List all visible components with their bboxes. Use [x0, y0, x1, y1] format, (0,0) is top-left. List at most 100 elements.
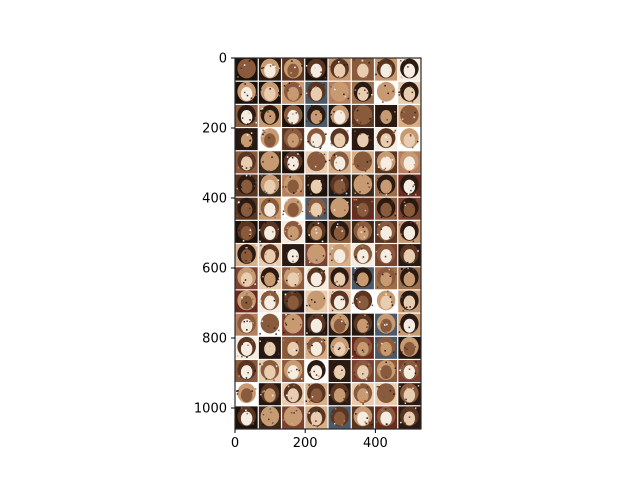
face-thumbnail: [282, 406, 305, 429]
face-thumbnail: [282, 383, 305, 406]
face-thumbnail: [351, 267, 374, 290]
face-thumbnail: [375, 290, 398, 313]
face-thumbnail: [305, 81, 328, 104]
face-thumbnail: [328, 174, 351, 197]
face-thumbnail: [282, 267, 305, 290]
face-thumbnail: [305, 58, 328, 81]
face-thumbnail: [305, 336, 328, 359]
face-thumbnail: [398, 267, 421, 290]
face-thumbnail: [282, 151, 305, 174]
face-thumbnail: [305, 267, 328, 290]
face-thumbnail: [328, 81, 351, 104]
face-thumbnail: [305, 220, 328, 243]
face-thumbnail: [258, 267, 281, 290]
face-thumbnail: [282, 290, 305, 313]
face-thumbnail: [305, 104, 328, 127]
face-thumbnail: [375, 360, 398, 383]
face-thumbnail: [328, 58, 351, 81]
face-thumbnail: [282, 313, 305, 336]
face-thumbnail: [328, 128, 351, 151]
face-thumbnail: [351, 290, 374, 313]
face-thumbnail: [235, 151, 258, 174]
face-thumbnail: [375, 383, 398, 406]
face-thumbnail: [375, 336, 398, 359]
face-thumbnail: [351, 313, 374, 336]
face-thumbnail: [258, 244, 281, 267]
face-thumbnail: [375, 220, 398, 243]
face-thumbnail: [375, 174, 398, 197]
face-thumbnail: [235, 360, 258, 383]
x-tick-label: 400: [363, 436, 388, 451]
face-thumbnail: [398, 81, 421, 104]
face-thumbnail: [375, 128, 398, 151]
face-thumbnail: [328, 220, 351, 243]
face-thumbnail: [398, 406, 421, 429]
y-axis: 0 200 400 600 800 1000: [194, 52, 235, 417]
face-thumbnail: [305, 151, 328, 174]
face-thumbnail: [351, 81, 374, 104]
face-thumbnail: [351, 220, 374, 243]
face-thumbnail: [398, 383, 421, 406]
face-thumbnail: [375, 151, 398, 174]
face-thumbnail: [235, 174, 258, 197]
face-thumbnail: [258, 58, 281, 81]
face-thumbnail: [282, 174, 305, 197]
face-thumbnail: [282, 104, 305, 127]
face-thumbnail: [351, 128, 374, 151]
face-thumbnail: [351, 151, 374, 174]
face-thumbnail: [258, 174, 281, 197]
face-thumbnail: [282, 336, 305, 359]
face-thumbnail: [235, 336, 258, 359]
y-tick-label: 400: [202, 192, 227, 207]
face-thumbnail: [258, 336, 281, 359]
face-thumbnail: [398, 104, 421, 127]
x-tick-label: 200: [293, 436, 318, 451]
face-thumbnail: [258, 290, 281, 313]
y-tick-label: 1000: [194, 402, 227, 417]
face-thumbnail: [258, 360, 281, 383]
face-thumbnail: [305, 128, 328, 151]
x-axis: 0 200 400: [231, 429, 388, 451]
face-thumbnail: [258, 81, 281, 104]
face-thumbnail: [375, 244, 398, 267]
face-thumbnail: [305, 360, 328, 383]
face-thumbnail: [328, 151, 351, 174]
y-tick-label: 0: [219, 52, 227, 67]
face-thumbnail: [398, 336, 421, 359]
face-thumbnail: [398, 58, 421, 81]
face-thumbnail: [235, 128, 258, 151]
face-thumbnail: [305, 197, 328, 220]
face-thumbnail: [351, 406, 374, 429]
face-thumbnail: [235, 197, 258, 220]
face-thumbnail: [398, 174, 421, 197]
face-thumbnail: [282, 197, 305, 220]
face-thumbnail: [235, 313, 258, 336]
x-tick-label: 0: [231, 436, 239, 451]
face-thumbnail: [258, 220, 281, 243]
face-thumbnail: [398, 313, 421, 336]
face-thumbnail: [351, 58, 374, 81]
face-thumbnail: [258, 406, 281, 429]
face-thumbnail: [235, 383, 258, 406]
face-thumbnail: [328, 313, 351, 336]
face-thumbnail: [328, 406, 351, 429]
face-thumbnail: [398, 244, 421, 267]
face-thumbnail: [258, 313, 281, 336]
face-thumbnail: [328, 290, 351, 313]
face-thumbnail: [235, 406, 258, 429]
face-image-grid: [235, 58, 421, 429]
face-thumbnail: [305, 406, 328, 429]
face-thumbnail: [398, 360, 421, 383]
face-thumbnail: [258, 197, 281, 220]
face-thumbnail: [328, 336, 351, 359]
face-thumbnail: [235, 244, 258, 267]
face-thumbnail: [282, 128, 305, 151]
face-thumbnail: [398, 290, 421, 313]
face-thumbnail: [398, 128, 421, 151]
face-thumbnail: [351, 104, 374, 127]
face-thumbnail: [375, 313, 398, 336]
face-thumbnail: [398, 197, 421, 220]
face-thumbnail: [375, 81, 398, 104]
